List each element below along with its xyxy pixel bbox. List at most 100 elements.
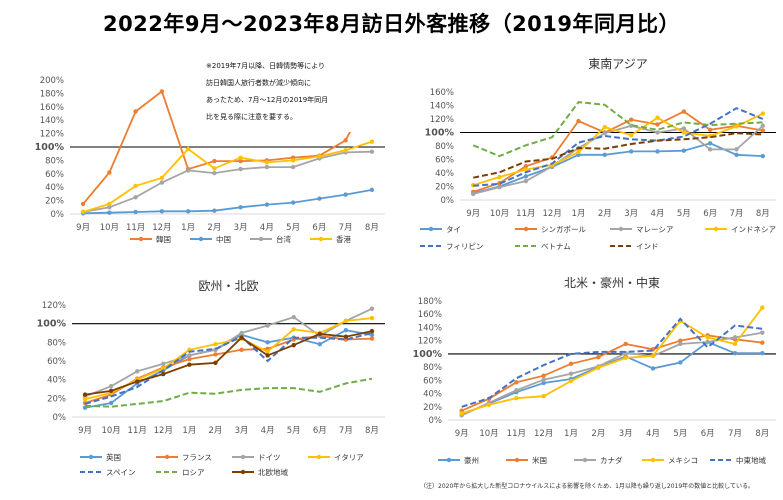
data-point [212, 208, 217, 213]
x-tick-label: 3月 [624, 209, 638, 219]
x-tick-label: 5月 [677, 209, 691, 219]
data-point [343, 318, 349, 324]
x-tick-label: 8月 [365, 426, 379, 436]
legend-label: 英国 [106, 452, 121, 462]
x-tick-label: 3月 [235, 426, 249, 436]
y-tick-label: 80% [435, 142, 454, 152]
y-tick-label: 120% [40, 130, 64, 140]
y-tick-label: 180% [40, 89, 64, 99]
series-line [84, 377, 373, 408]
x-tick-label: 6月 [703, 209, 717, 219]
data-point [732, 335, 738, 340]
data-point [265, 353, 270, 358]
data-point [264, 164, 270, 170]
series-line [461, 317, 763, 408]
legend-marker [316, 454, 322, 460]
data-point [135, 369, 140, 374]
data-point [213, 342, 218, 347]
data-point [369, 336, 375, 341]
x-tick-label: 3月 [619, 429, 633, 439]
y-tick-label: 0% [441, 196, 455, 206]
y-tick-label: 40% [423, 390, 442, 400]
series-line [84, 334, 373, 404]
x-tick-label: 1月 [564, 429, 578, 439]
series-line [472, 101, 763, 158]
data-point [238, 155, 243, 160]
data-point [161, 371, 166, 377]
data-point [459, 411, 464, 416]
legend-marker [446, 457, 452, 463]
data-point [159, 175, 165, 181]
data-point [291, 342, 296, 348]
data-point [185, 168, 191, 173]
footnote: （注）2020年から拡大した新型コロナウイルスによる影響を除くため、1月以降も繰… [420, 483, 754, 490]
legend-label: 台湾 [276, 234, 291, 244]
data-point [212, 158, 217, 164]
chart-europe: 欧州・北欧 0% 20% 40% 60% 80% 100% 120% 9月 10月 11月 12月 1月… [37, 279, 385, 477]
x-tick-label: 10月 [479, 429, 498, 439]
data-point [623, 341, 628, 347]
data-point [265, 349, 270, 354]
data-point [470, 191, 476, 197]
data-point [185, 146, 191, 152]
y-tick-label: 140% [418, 323, 442, 333]
data-point [486, 402, 492, 407]
data-point [760, 153, 766, 159]
x-tick-label: 4月 [651, 209, 665, 219]
legend-label: フランス [182, 453, 212, 462]
data-point [760, 111, 766, 116]
data-point [369, 187, 375, 193]
legend-label: イタリア [334, 453, 364, 462]
x-tick-label: 2月 [598, 209, 612, 219]
data-point [705, 339, 710, 345]
y-tick-label: 0% [429, 416, 443, 426]
data-point [212, 166, 217, 171]
data-point [107, 205, 112, 210]
data-point [107, 201, 112, 207]
data-point [523, 164, 529, 169]
data-point [343, 138, 348, 143]
data-point [568, 378, 574, 384]
x-tick-label: 8月 [365, 223, 379, 233]
x-tick-label: 1月 [572, 209, 586, 219]
data-point [705, 335, 710, 340]
data-point [541, 377, 546, 382]
legend-marker [618, 226, 624, 232]
data-point [514, 395, 519, 401]
series-line [472, 112, 764, 187]
data-point [343, 192, 348, 197]
legend-label: 中国 [216, 234, 231, 244]
data-point [290, 158, 296, 163]
data-point [523, 178, 529, 184]
x-tick-label: 10月 [101, 426, 120, 436]
y-tick-label: 0% [53, 413, 67, 423]
annotation-line: ※2019年7月以降、日韓情勢等により [206, 61, 325, 70]
legend-marker [514, 457, 520, 463]
legend-label: メキシコ [668, 456, 698, 465]
data-point [159, 89, 165, 94]
x-tick-label: 7月 [730, 209, 744, 219]
x-tick-label: 12月 [543, 209, 562, 219]
legend-label: マレーシア [636, 225, 673, 234]
data-point [264, 160, 270, 165]
data-point [213, 352, 218, 357]
data-point [82, 392, 88, 397]
legend-marker [198, 236, 204, 242]
y-tick-label: 120% [418, 337, 442, 347]
data-point [678, 341, 683, 347]
data-point [760, 340, 765, 345]
y-tick-label: 200% [40, 76, 64, 86]
data-point [291, 327, 296, 332]
legend-label: 韓国 [156, 234, 171, 244]
data-point [734, 147, 739, 152]
legend-marker [428, 226, 434, 232]
data-point [369, 149, 375, 154]
data-point [369, 332, 375, 338]
series-line [84, 330, 373, 396]
data-point [602, 130, 608, 136]
panel-title: 東南アジア [588, 56, 648, 71]
data-point [568, 361, 574, 367]
annotation-note: ※2019年7月以降、日韓情勢等により訪日韓国人旅行者数が減少傾向にあったため、… [202, 56, 374, 132]
data-point [681, 148, 687, 153]
panel-title: 北米・豪州・中東 [564, 275, 660, 290]
